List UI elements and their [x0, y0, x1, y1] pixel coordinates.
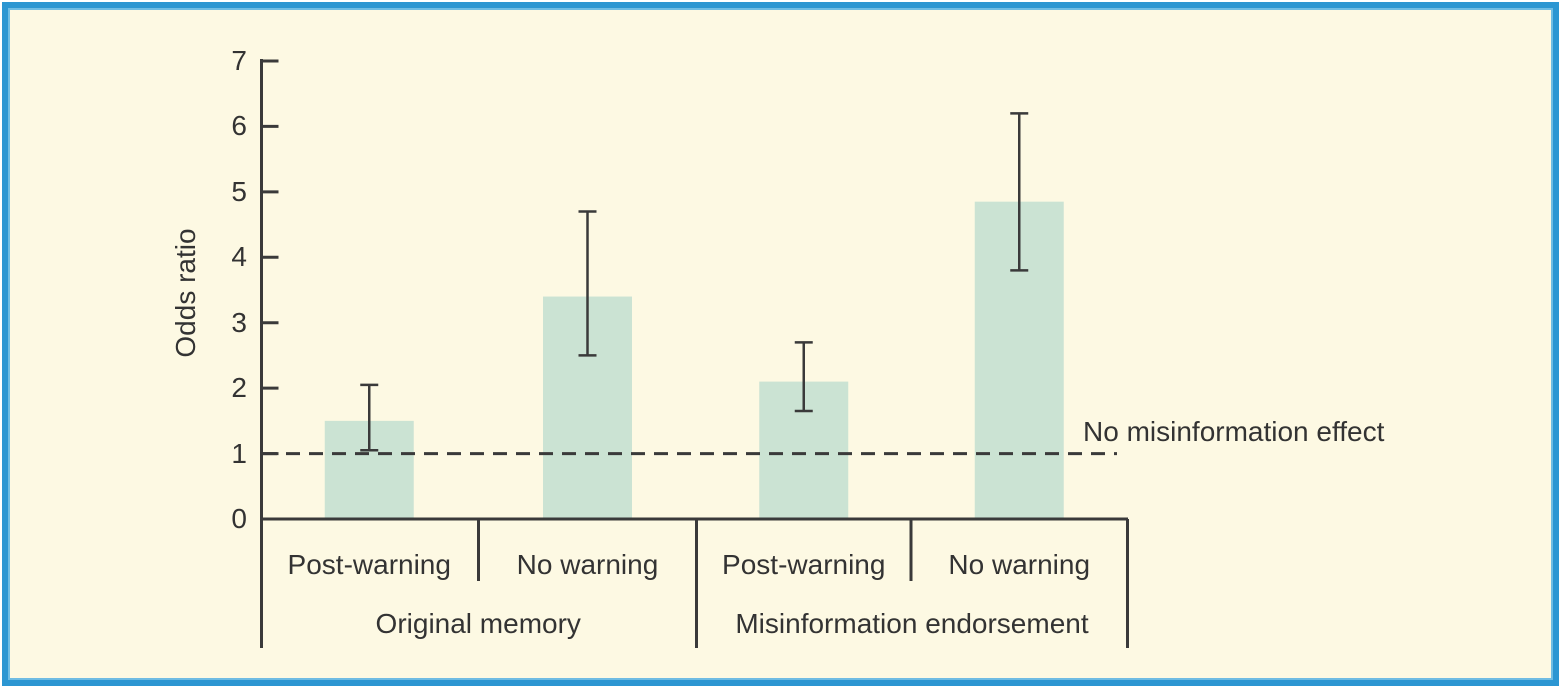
y-tick-label: 0 — [231, 503, 247, 534]
condition-label: Post-warning — [287, 549, 451, 580]
y-tick-label: 7 — [231, 44, 247, 76]
chart-background — [10, 10, 1551, 678]
y-tick-label: 5 — [231, 175, 247, 207]
y-tick-label: 6 — [231, 110, 247, 142]
group-label-original-memory: Original memory — [375, 608, 581, 639]
y-tick-label: 3 — [231, 306, 247, 338]
y-tick-label: 4 — [231, 241, 247, 273]
y-tick-label: 1 — [231, 437, 247, 469]
condition-label: No warning — [516, 549, 659, 580]
reference-line-label: No misinformation effect — [1083, 416, 1385, 447]
group-label-misinformation-endorsement: Misinformation endorsement — [735, 608, 1089, 639]
y-tick-label: 2 — [231, 372, 247, 404]
condition-label: No warning — [948, 549, 1091, 580]
condition-label: Post-warning — [722, 549, 886, 580]
